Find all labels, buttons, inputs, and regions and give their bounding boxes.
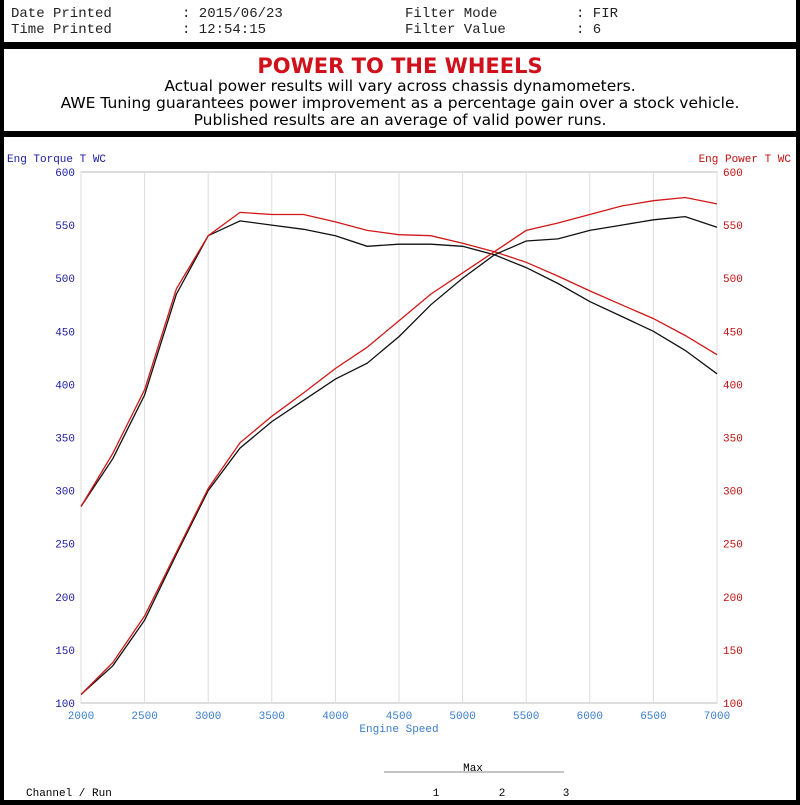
x-tick-label: 3500: [259, 711, 285, 723]
series-line-2: [80, 211, 718, 507]
series-line-4: [80, 196, 718, 695]
banner-line: Published results are an average of vali…: [193, 111, 607, 129]
right-y-tick-label: 450: [723, 327, 743, 339]
left-y-tick-label: 150: [55, 646, 75, 658]
print-info-header: Date Printed : 2015/06/23 Filter Mode : …: [4, 0, 796, 42]
x-tick-label: 2000: [68, 711, 94, 723]
left-axis-label: Eng Torque T WC: [7, 154, 106, 166]
right-y-tick-label: 250: [723, 540, 743, 552]
x-tick-label: 6500: [640, 711, 666, 723]
x-tick-label: 4500: [386, 711, 412, 723]
x-tick-label: 6000: [577, 711, 603, 723]
x-tick-label: 5000: [449, 711, 475, 723]
filter-mode-value: : FIR: [576, 6, 619, 22]
right-y-tick-label: 550: [723, 221, 743, 233]
right-y-tick-label: 150: [723, 646, 743, 658]
run-number: 3: [563, 788, 570, 800]
x-axis-label: Engine Speed: [359, 724, 438, 736]
left-y-tick-label: 400: [55, 380, 75, 392]
filter-value-value: : 6: [576, 22, 602, 38]
date-label: Date Printed: [11, 6, 112, 22]
time-value: : 12:54:15: [182, 22, 267, 38]
right-y-tick-label: 200: [723, 593, 743, 605]
right-axis-label: Eng Power T WC: [699, 154, 792, 166]
left-y-tick-label: 450: [55, 327, 75, 339]
x-tick-label: 2500: [131, 711, 157, 723]
left-y-tick-label: 300: [55, 487, 75, 499]
banner-line: AWE Tuning guarantees power improvement …: [60, 94, 740, 112]
banner-line: Actual power results will vary across ch…: [164, 77, 636, 95]
x-tick-label: 5500: [513, 711, 539, 723]
left-y-tick-label: 500: [55, 274, 75, 286]
channel-run-label: Channel / Run: [26, 788, 112, 800]
time-label: Time Printed: [11, 22, 112, 38]
left-y-tick-label: 600: [55, 168, 75, 180]
date-value: : 2015/06/23: [182, 6, 283, 22]
disclaimer-banner: POWER TO THE WHEELS Actual power results…: [4, 49, 796, 131]
right-y-tick-label: 500: [723, 274, 743, 286]
run-number: 1: [433, 788, 440, 800]
x-tick-label: 7000: [704, 711, 730, 723]
left-y-tick-label: 200: [55, 593, 75, 605]
max-header: Max: [463, 763, 483, 775]
x-tick-label: 3000: [195, 711, 221, 723]
left-y-tick-label: 100: [55, 699, 75, 711]
right-y-tick-label: 600: [723, 168, 743, 180]
left-y-tick-label: 350: [55, 434, 75, 446]
filter-value-label: Filter Value: [405, 22, 506, 38]
left-y-tick-label: 550: [55, 221, 75, 233]
filter-mode-label: Filter Mode: [405, 6, 498, 22]
dyno-chart: 2000 2500 3000 3500 4000 4500 5000 5500 6000 6500…: [7, 154, 792, 800]
dyno-chart-panel: 2000 2500 3000 3500 4000 4500 5000 5500 6000 6500…: [4, 137, 796, 800]
left-y-tick-label: 250: [55, 540, 75, 552]
right-y-tick-label: 100: [723, 699, 743, 711]
run-number: 2: [499, 788, 506, 800]
series-line-3: [80, 215, 718, 695]
right-y-tick-label: 400: [723, 380, 743, 392]
right-y-tick-label: 300: [723, 487, 743, 499]
x-tick-label: 4000: [322, 711, 348, 723]
series-line-1: [80, 220, 718, 507]
right-y-tick-label: 350: [723, 434, 743, 446]
banner-title: POWER TO THE WHEELS: [257, 54, 543, 78]
